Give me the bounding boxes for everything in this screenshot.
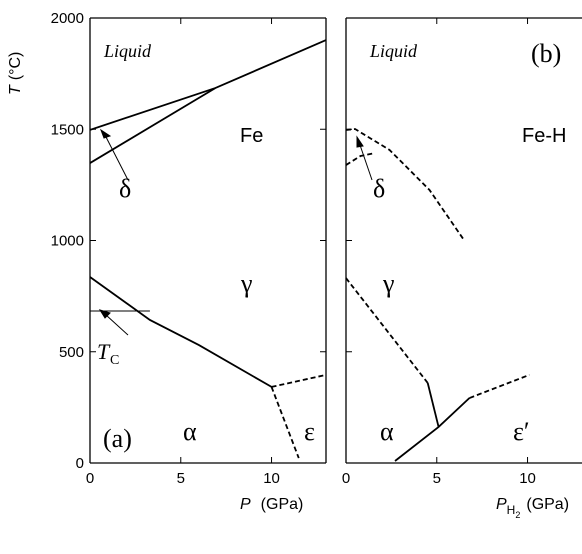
phase-boundary — [270, 386, 300, 459]
annotation: C — [110, 353, 119, 368]
annotation: Liquid — [103, 41, 152, 61]
annotation: ε — [304, 417, 315, 446]
x-axis-sub2: 2 — [515, 510, 520, 520]
annotation: δ — [119, 174, 131, 203]
y-tick-label: 1500 — [51, 121, 84, 138]
panel-label: (b) — [531, 39, 561, 68]
phase-boundary — [345, 152, 376, 166]
x-axis-var: P — [240, 496, 251, 513]
y-tick-label: 0 — [76, 455, 84, 472]
y-tick-label: 500 — [59, 344, 84, 361]
phase-boundary — [89, 87, 216, 164]
phase-boundary — [394, 397, 471, 462]
x-tick-label: 5 — [177, 470, 185, 487]
annotation: α — [380, 417, 394, 446]
phase-boundary — [426, 382, 440, 428]
y-axis-var: T — [7, 84, 24, 95]
x-axis-unit: (GPa) — [526, 496, 569, 513]
x-tick-label: 10 — [519, 470, 536, 487]
y-tick-label: 1000 — [51, 233, 84, 250]
y-axis-unit: (°C) — [7, 52, 24, 81]
phase-boundary — [345, 277, 429, 384]
x-tick-label: 0 — [342, 470, 350, 487]
x-axis-label: P (GPa) — [240, 496, 303, 513]
x-tick-label: 10 — [263, 470, 280, 487]
x-axis-sub: H — [507, 503, 516, 517]
panel-label: (a) — [103, 424, 132, 453]
y-tick-label: 2000 — [51, 10, 84, 27]
annotation: T — [97, 339, 111, 364]
phase-boundary — [345, 128, 465, 241]
x-tick-label: 5 — [433, 470, 441, 487]
annotation: α — [183, 417, 197, 446]
annotation: γ — [240, 269, 253, 298]
phase-boundary — [469, 374, 530, 399]
annotation: δ — [373, 174, 385, 203]
x-axis-label: PH2 (GPa) — [496, 496, 569, 520]
annotation: Fe-H — [522, 125, 566, 147]
phase-boundary — [89, 276, 272, 388]
phase-boundary — [89, 39, 327, 131]
arrows — [98, 128, 373, 336]
annotation: Liquid — [369, 41, 418, 61]
x-tick-label: 0 — [86, 470, 94, 487]
annotation: ε′ — [513, 417, 530, 446]
y-axis-label: T (°C) — [7, 52, 24, 95]
phase-boundary — [271, 374, 327, 388]
x-axis-unit: (GPa) — [261, 496, 304, 513]
x-axis-var: P — [496, 496, 507, 513]
annotation: γ — [382, 269, 395, 298]
annotation: Fe — [240, 125, 263, 147]
